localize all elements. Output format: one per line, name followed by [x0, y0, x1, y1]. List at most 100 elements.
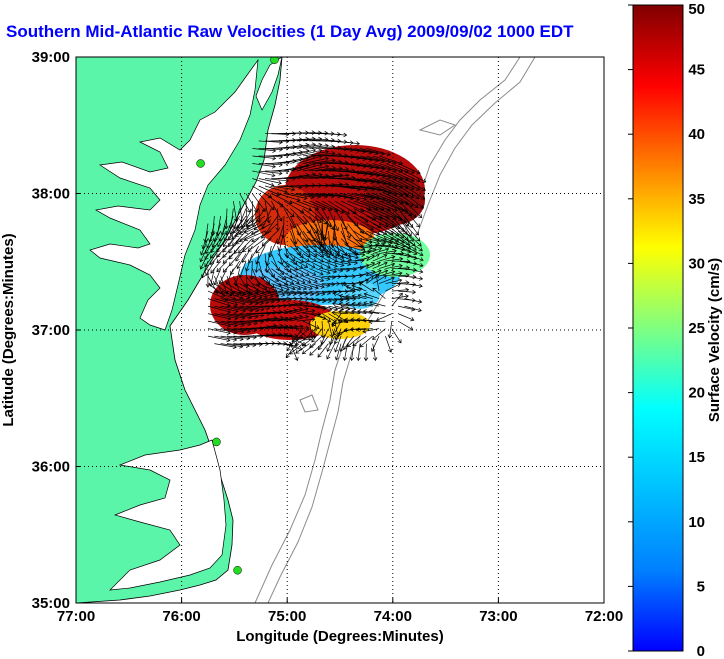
- velocity-arrow: [290, 193, 315, 198]
- y-tick-label: 35:00: [32, 595, 70, 612]
- velocity-arrow-head: [210, 232, 216, 237]
- velocity-arrow-head: [226, 323, 232, 328]
- velocity-arrow: [271, 283, 290, 291]
- colorbar-tick-label: 10: [688, 514, 705, 531]
- velocity-arrow: [372, 262, 388, 269]
- station-marker: [212, 437, 221, 447]
- velocity-arrow-head: [344, 274, 349, 279]
- velocity-arrow-head: [333, 258, 338, 263]
- velocity-arrow: [328, 298, 343, 301]
- velocity-arrow: [264, 318, 288, 322]
- velocity-arrow: [283, 144, 309, 149]
- velocity-arrow: [262, 208, 272, 229]
- velocity-arrow-head: [326, 347, 331, 352]
- velocity-arrow: [309, 223, 320, 244]
- velocity-arrow: [372, 248, 389, 254]
- velocity-arrow-head: [261, 225, 266, 230]
- grid-lines: [76, 57, 604, 603]
- velocity-arrow-head: [320, 334, 326, 339]
- velocity-arrow-head: [243, 236, 249, 242]
- velocity-arrow: [290, 308, 309, 314]
- velocity-arrow: [321, 305, 338, 311]
- velocity-arrow: [228, 230, 240, 247]
- velocity-arrow: [277, 185, 302, 188]
- velocity-arrow-head: [404, 185, 409, 190]
- velocity-arrow-head: [235, 240, 240, 245]
- velocity-arrow: [385, 279, 402, 284]
- velocity-arrow-head: [273, 323, 278, 329]
- velocity-arrow: [296, 193, 321, 198]
- velocity-arrow: [302, 166, 329, 172]
- velocity-arrow-head: [295, 349, 300, 354]
- velocity-arrow-head: [323, 249, 329, 254]
- velocity-arrow: [343, 335, 355, 350]
- velocity-arrow-head: [418, 283, 423, 289]
- velocity-arrow-head: [238, 273, 244, 279]
- velocity-arrow: [328, 200, 350, 215]
- velocity-arrow-head: [324, 130, 329, 136]
- colorbar-tick-label: 50: [688, 1, 705, 18]
- velocity-arrow-head: [254, 287, 259, 292]
- colorbar-tick-label: 0: [697, 643, 705, 659]
- velocity-arrow: [309, 298, 326, 302]
- velocity-arrow: [309, 268, 324, 275]
- velocity-arrow: [353, 208, 376, 221]
- velocity-arrow-head: [411, 306, 416, 312]
- velocity-arrow-head: [371, 347, 376, 352]
- velocity-arrow-head: [385, 215, 390, 220]
- velocity-arrow: [351, 343, 355, 361]
- velocity-arrow-head: [419, 269, 424, 274]
- velocity-arrow-head: [225, 280, 230, 285]
- velocity-arrow-head: [419, 262, 424, 268]
- x-tick-label: 73:00: [479, 608, 517, 625]
- velocity-arrow: [277, 268, 293, 279]
- velocity-arrow: [295, 343, 310, 354]
- velocity-arrow: [391, 178, 415, 190]
- velocity-arrow: [391, 170, 415, 182]
- velocity-arrow: [389, 321, 393, 338]
- velocity-arrow-head: [281, 234, 286, 239]
- velocity-arrow-head: [236, 264, 241, 270]
- velocity-arrow: [212, 215, 215, 236]
- velocity-arrow: [372, 288, 386, 299]
- velocity-arrow: [347, 193, 374, 199]
- velocity-arrow: [210, 245, 221, 259]
- velocity-arrow-head: [363, 301, 368, 306]
- velocity-arrow: [356, 328, 373, 331]
- velocity-arrow-head: [243, 229, 249, 234]
- velocity-arrow: [366, 148, 391, 156]
- velocity-arrow: [328, 290, 342, 293]
- velocity-arrow-head: [285, 263, 290, 268]
- velocity-arrow-head: [368, 319, 373, 325]
- velocity-arrow: [226, 343, 250, 347]
- velocity-arrow: [239, 283, 259, 295]
- velocity-arrow: [328, 268, 343, 272]
- velocity-arrow-head: [285, 354, 290, 359]
- velocity-arrow: [219, 223, 228, 242]
- velocity-arrow: [214, 335, 237, 341]
- velocity-arrow: [372, 223, 394, 235]
- velocity-arrow: [359, 254, 375, 262]
- velocity-arrow: [358, 294, 373, 299]
- velocity-arrow: [347, 223, 362, 242]
- y-tick-label: 39:00: [32, 49, 70, 66]
- velocity-arrow: [391, 163, 415, 174]
- velocity-arrow-head: [364, 218, 369, 223]
- velocity-arrow-head: [231, 235, 236, 240]
- velocity-arrow: [237, 208, 247, 229]
- velocity-arrow-head: [260, 234, 266, 239]
- velocity-arrow-head: [235, 291, 240, 296]
- velocity-arrow: [353, 163, 379, 169]
- velocity-arrow: [239, 275, 250, 294]
- colorbar-label: Surface Velocity (cm/s): [706, 258, 723, 422]
- velocity-arrow: [391, 293, 403, 307]
- velocity-arrow-head: [307, 279, 312, 284]
- velocity-arrow: [239, 313, 264, 316]
- velocity-arrow: [296, 138, 322, 142]
- velocity-arrow-head: [382, 236, 387, 241]
- velocity-arrow-head: [269, 293, 274, 299]
- velocity-arrow: [303, 175, 329, 179]
- velocity-arrow-head: [343, 317, 348, 323]
- velocity-arrow-head: [199, 258, 204, 263]
- velocity-arrow-head: [354, 251, 359, 256]
